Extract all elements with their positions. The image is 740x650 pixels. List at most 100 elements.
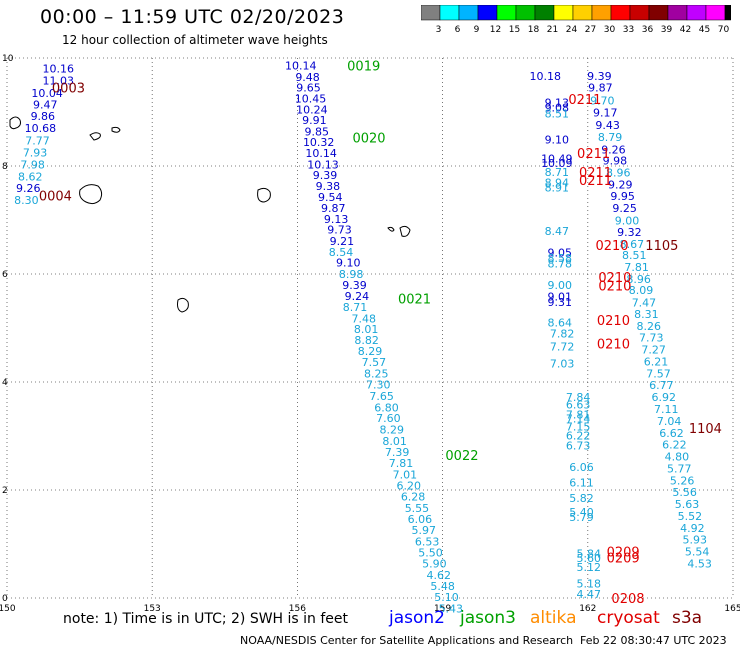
- footnote: note: 1) Time is in UTC; 2) SWH is in fe…: [63, 611, 349, 627]
- pass-id-label: 0211: [579, 166, 612, 181]
- wave-height-label: 7.60: [376, 412, 401, 425]
- wave-height-label: 8.29: [358, 345, 383, 358]
- wave-height-label: 9.32: [617, 226, 642, 239]
- wave-height-label: 10.68: [25, 122, 57, 135]
- page-title: 00:00 – 11:59 UTC 02/20/2023: [40, 6, 345, 28]
- wave-height-label: 8.67: [620, 238, 645, 251]
- wave-height-label: 5.63: [675, 498, 700, 511]
- colorbar-label: 6: [455, 25, 461, 35]
- legend-altika: altika: [530, 608, 577, 628]
- wave-height-label: 4.47: [577, 588, 602, 601]
- wave-height-label: 5.10: [434, 591, 459, 604]
- x-tick-label: 165: [724, 604, 740, 614]
- wave-height-label: 8.71: [343, 301, 368, 314]
- colorbar-label: 30: [604, 25, 616, 35]
- pass-id-label: 0211: [577, 147, 610, 162]
- wave-height-label: 9.95: [610, 190, 635, 203]
- colorbar-label: 70: [718, 25, 730, 35]
- wave-height-label: 9.08: [545, 102, 570, 115]
- y-tick-label: 0: [2, 594, 8, 604]
- pass-id-label: 0209: [607, 546, 640, 561]
- wave-height-label: 7.47: [632, 297, 657, 310]
- pass-id-label: 0210: [598, 271, 631, 286]
- wave-height-label: 5.97: [411, 524, 436, 537]
- colorbar-label: 33: [623, 25, 634, 35]
- wave-height-label: 7.57: [646, 367, 671, 380]
- pass-id-label: 0211: [568, 93, 601, 108]
- wave-height-label: 9.98: [603, 155, 628, 168]
- wave-height-label: 6.28: [401, 490, 426, 503]
- wave-height-label: 9.73: [327, 224, 352, 237]
- y-tick-label: 4: [2, 378, 8, 388]
- wave-height-label: 9.86: [31, 110, 56, 123]
- wave-height-label: 7.98: [20, 158, 45, 171]
- wave-height-label: 5.55: [405, 502, 430, 515]
- x-tick-label: 156: [289, 604, 306, 614]
- wave-height-label: 8.09: [629, 284, 654, 297]
- wave-height-label: 6.11: [569, 476, 594, 489]
- wave-height-label: 8.71: [545, 166, 570, 179]
- wave-height-label: 9.00: [615, 215, 640, 228]
- credit-line: NOAA/NESDIS Center for Satellite Applica…: [240, 634, 574, 647]
- wave-height-label: 5.40: [569, 506, 594, 519]
- wave-height-label: 10.32: [303, 136, 335, 149]
- pass-id-label: 0210: [595, 239, 628, 254]
- wave-height-label: 10.09: [541, 157, 573, 170]
- x-tick-label: 159: [434, 604, 451, 614]
- wave-height-label: 7.14: [566, 413, 591, 426]
- wave-height-label: 8.31: [634, 308, 659, 321]
- pass-id-label: 0209: [607, 552, 640, 567]
- wave-height-label: 11.03: [43, 75, 75, 88]
- wave-height-label: 8.96: [626, 273, 651, 286]
- wave-height-label: 9.87: [588, 82, 613, 95]
- wave-height-label: 7.11: [654, 403, 679, 416]
- x-tick-label: 150: [0, 604, 16, 614]
- wave-height-label: 6.80: [374, 401, 399, 414]
- wave-height-label: 8.25: [364, 367, 389, 380]
- wave-height-label: 7.03: [550, 358, 575, 371]
- wave-height-label: 9.48: [295, 71, 320, 84]
- legend-jason2: jason2: [389, 608, 445, 628]
- wave-height-label: 8.78: [547, 258, 572, 271]
- wave-height-label: 9.54: [318, 191, 343, 204]
- wave-height-label: 7.65: [369, 390, 394, 403]
- wave-height-label: 9.24: [345, 290, 370, 303]
- pass-id-label: 0004: [39, 190, 72, 205]
- wave-height-label: 8.91: [545, 182, 570, 195]
- wave-height-label: 7.39: [385, 446, 410, 459]
- wave-height-label: 6.06: [408, 513, 433, 526]
- wave-height-label: 5.77: [667, 462, 692, 475]
- wave-height-label: 9.29: [608, 178, 633, 191]
- wave-height-label: 9.05: [547, 246, 572, 259]
- pass-id-label: 0003: [52, 82, 85, 97]
- colorbar-label: 27: [585, 25, 596, 35]
- wave-height-label: 8.94: [545, 177, 570, 190]
- wave-height-label: 8.54: [329, 246, 354, 259]
- island-outlines: [9, 116, 411, 313]
- wave-height-label: 7.77: [25, 135, 50, 148]
- wave-height-label: 4.53: [687, 557, 712, 570]
- wave-height-label: 10.14: [305, 147, 337, 160]
- wave-height-label: 10.24: [296, 103, 328, 116]
- wave-height-label: 9.85: [305, 125, 330, 138]
- wave-height-label: 4.92: [680, 522, 705, 535]
- wave-height-label: 9.70: [590, 95, 615, 108]
- wave-height-label: 7.82: [550, 327, 575, 340]
- wave-height-label: 7.15: [566, 420, 591, 433]
- y-tick-label: 6: [2, 270, 8, 280]
- wave-height-label: 9.10: [336, 257, 361, 270]
- wave-height-label: 7.73: [639, 332, 664, 345]
- wave-height-label: 8.29: [380, 424, 405, 437]
- wave-height-label: 6.63: [566, 399, 591, 412]
- wave-height-label: 7.01: [393, 468, 418, 481]
- wave-height-label: 10.45: [295, 93, 327, 106]
- wave-height-label: 8.62: [18, 170, 43, 183]
- wave-height-label: 6.22: [662, 439, 687, 452]
- wave-height-label: 9.13: [324, 213, 349, 226]
- wave-height-label: 8.64: [547, 317, 572, 330]
- wave-height-label: 9.13: [545, 96, 570, 109]
- wave-height-label: 10.14: [285, 60, 317, 73]
- wave-height-label: 7.04: [657, 415, 682, 428]
